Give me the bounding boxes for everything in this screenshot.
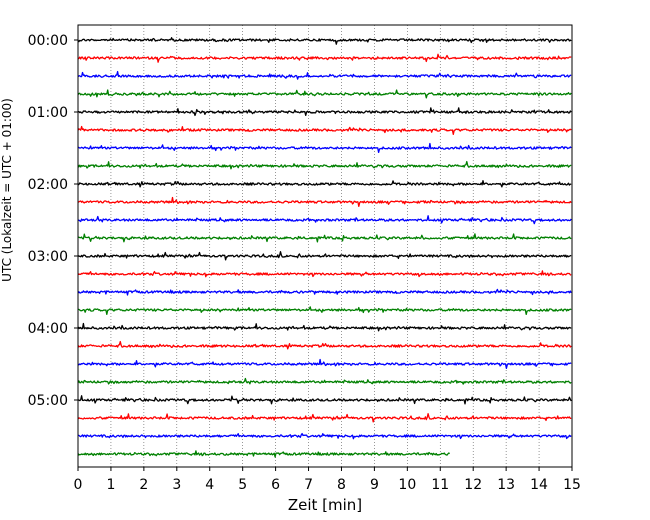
x-tick-label: 10 (398, 477, 416, 493)
trace-0500 (77, 395, 572, 405)
x-tick-label: 0 (74, 477, 83, 493)
trace-0445 (77, 377, 572, 385)
x-tick-label: 4 (205, 477, 214, 493)
trace-0515 (77, 413, 572, 423)
trace-0215 (77, 196, 572, 208)
x-tick-label: 3 (172, 477, 181, 493)
trace-0545 (77, 450, 451, 458)
trace-0030 (77, 70, 572, 80)
x-tick-label: 14 (530, 477, 548, 493)
trace-0330 (77, 288, 572, 296)
trace-0100 (77, 107, 572, 117)
x-tick-label: 5 (238, 477, 247, 493)
trace-0130 (77, 142, 572, 154)
y-tick-label: 02:00 (28, 177, 68, 193)
trace-0315 (77, 270, 572, 278)
trace-0115 (77, 125, 572, 136)
trace-0045 (77, 89, 572, 99)
plot-frame (77, 24, 573, 468)
x-tick-label: 13 (497, 477, 515, 493)
x-tick-label: 9 (370, 477, 379, 493)
trace-0245 (77, 233, 572, 243)
y-tick-label: 00:00 (28, 33, 68, 49)
trace-0400 (77, 322, 572, 332)
y-tick-label: 04:00 (28, 321, 68, 337)
y-tick-label: 03:00 (28, 249, 68, 265)
trace-0230 (77, 215, 572, 225)
trace-0415 (77, 340, 572, 350)
trace-0300 (77, 251, 572, 261)
trace-0145 (77, 160, 572, 170)
x-tick-label: 6 (271, 477, 280, 493)
trace-0345 (78, 306, 572, 316)
y-tick-label: 05:00 (28, 393, 68, 409)
trace-0015 (77, 53, 572, 63)
x-tick-label: 1 (106, 477, 115, 493)
x-axis: 0 1 2 3 4 5 6 7 8 9 10 11 12 13 14 15 (74, 467, 581, 493)
trace-0430 (77, 358, 572, 370)
y-axis: 00:00 01:00 02:00 03:00 04:00 05:00 (28, 33, 78, 409)
y-tick-label: 01:00 (28, 105, 68, 121)
x-axis-label: Zeit [min] (288, 496, 362, 514)
x-tick-label: 11 (431, 477, 449, 493)
trace-0200 (77, 180, 572, 188)
x-tick-label: 12 (464, 477, 482, 493)
trace-group (77, 37, 572, 458)
x-tick-label: 15 (563, 477, 581, 493)
x-tick-label: 7 (304, 477, 313, 493)
trace-0530 (77, 432, 572, 440)
trace-0000 (77, 37, 572, 45)
x-tick-label: 2 (139, 477, 148, 493)
y-axis-label: UTC (Lokalzeit = UTC + 01:00) (0, 98, 14, 282)
x-tick-label: 8 (337, 477, 346, 493)
